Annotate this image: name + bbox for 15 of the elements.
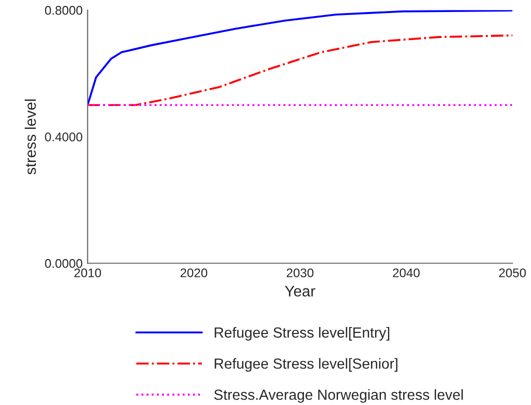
y-tick-label: 0.8000 [45, 6, 82, 15]
x-tick-label: 2020 [180, 268, 208, 278]
x-tick-label: 2040 [392, 268, 420, 278]
y-tick-label: 0.0000 [45, 259, 82, 268]
legend-label: Refugee Stress level[Entry] [214, 327, 390, 341]
x-axis-title: Year [284, 286, 316, 297]
legend-label: Refugee Stress level[Senior] [214, 358, 398, 372]
line-series [88, 10, 512, 106]
x-tick-label: 2030 [286, 268, 314, 278]
y-axis-title: stress level [24, 100, 36, 174]
legend-label: Stress.Average Norwegian stress level [214, 389, 463, 403]
x-tick-label: 2050 [499, 268, 526, 278]
y-tick-label: 0.4000 [45, 132, 82, 142]
x-tick-label: 2010 [74, 268, 102, 278]
line-series [88, 34, 512, 106]
